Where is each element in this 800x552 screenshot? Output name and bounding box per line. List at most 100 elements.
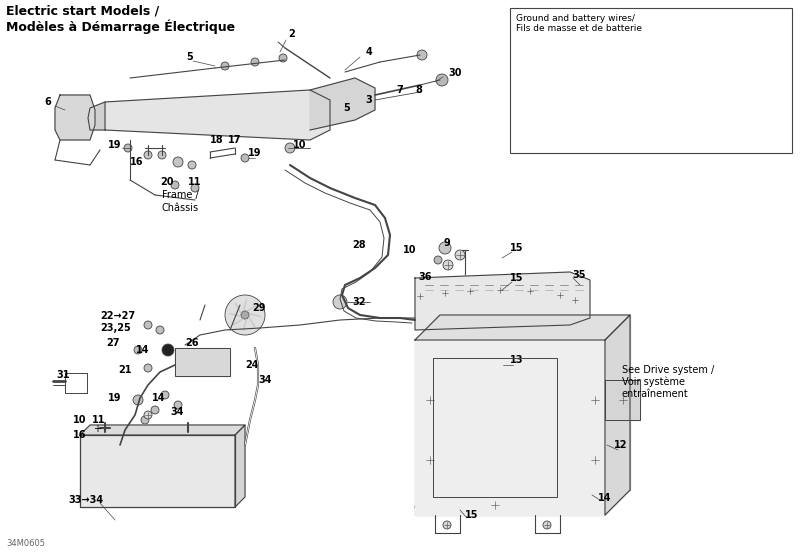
Circle shape: [425, 455, 435, 465]
Text: 13: 13: [510, 355, 523, 365]
Text: 17: 17: [228, 135, 242, 145]
Text: 23,25: 23,25: [100, 323, 130, 333]
Text: 39: 39: [545, 63, 558, 73]
Circle shape: [439, 242, 451, 254]
Text: 24: 24: [245, 360, 258, 370]
Polygon shape: [175, 348, 230, 376]
Circle shape: [417, 50, 427, 60]
Polygon shape: [80, 435, 235, 507]
Text: 30: 30: [448, 68, 462, 78]
Text: 29: 29: [252, 303, 266, 313]
Polygon shape: [249, 314, 261, 316]
Circle shape: [162, 344, 174, 356]
Circle shape: [595, 350, 605, 360]
Circle shape: [618, 395, 628, 405]
Text: 18: 18: [210, 135, 224, 145]
Text: 10: 10: [293, 140, 306, 150]
Text: 15: 15: [510, 243, 523, 253]
Text: +: +: [93, 424, 101, 434]
Text: 34M0605: 34M0605: [6, 539, 45, 548]
Text: 15: 15: [465, 510, 478, 520]
Polygon shape: [243, 319, 246, 331]
Text: 10: 10: [73, 415, 86, 425]
Text: 14: 14: [598, 493, 611, 503]
Polygon shape: [105, 90, 330, 140]
Polygon shape: [235, 425, 245, 507]
Text: 16: 16: [130, 157, 143, 167]
Polygon shape: [88, 102, 105, 130]
Text: 16: 16: [73, 430, 86, 440]
Text: 9: 9: [443, 238, 450, 248]
Text: 33→34: 33→34: [68, 495, 103, 505]
Circle shape: [543, 521, 551, 529]
Circle shape: [590, 455, 600, 465]
Text: 19: 19: [108, 140, 122, 150]
Circle shape: [221, 62, 229, 70]
Circle shape: [285, 143, 295, 153]
Polygon shape: [230, 314, 242, 316]
Circle shape: [455, 250, 465, 260]
Circle shape: [156, 326, 164, 334]
Circle shape: [316, 91, 324, 99]
Text: 5: 5: [343, 103, 350, 113]
Circle shape: [133, 395, 143, 405]
Circle shape: [251, 58, 259, 66]
Text: Châssis: Châssis: [162, 203, 199, 213]
Polygon shape: [249, 316, 255, 327]
Circle shape: [124, 144, 132, 152]
Circle shape: [241, 311, 249, 319]
Circle shape: [306, 106, 314, 114]
Circle shape: [351, 80, 359, 88]
Text: 11: 11: [188, 177, 202, 187]
Circle shape: [144, 321, 152, 329]
Circle shape: [144, 151, 152, 159]
Text: 27: 27: [106, 338, 119, 348]
Text: 40: 40: [615, 51, 629, 61]
Text: 14: 14: [136, 345, 150, 355]
Text: 26: 26: [185, 338, 198, 348]
Polygon shape: [415, 340, 605, 515]
Circle shape: [241, 154, 249, 162]
Text: Ground and battery wires/
Fils de masse et de batterie: Ground and battery wires/ Fils de masse …: [516, 14, 642, 34]
Text: 14: 14: [152, 393, 166, 403]
Polygon shape: [415, 315, 630, 340]
Circle shape: [543, 116, 551, 124]
Circle shape: [141, 416, 149, 424]
Circle shape: [134, 346, 142, 354]
Circle shape: [173, 157, 183, 167]
Circle shape: [174, 401, 182, 409]
Circle shape: [441, 289, 449, 297]
Text: 21: 21: [118, 365, 131, 375]
Polygon shape: [415, 272, 590, 330]
Text: 22→27: 22→27: [100, 311, 135, 321]
Circle shape: [334, 84, 342, 92]
Text: 19: 19: [248, 148, 262, 158]
Text: 2: 2: [288, 29, 294, 39]
Text: 19: 19: [108, 393, 122, 403]
Text: Frame /: Frame /: [162, 190, 198, 200]
Circle shape: [595, 502, 605, 512]
Circle shape: [191, 184, 199, 192]
Circle shape: [171, 181, 179, 189]
Polygon shape: [235, 303, 242, 314]
Circle shape: [144, 364, 152, 372]
Circle shape: [151, 406, 159, 414]
Text: See Drive system /
Voir système
entraînement: See Drive system / Voir système entraîne…: [622, 365, 714, 399]
Circle shape: [466, 287, 474, 295]
Circle shape: [415, 502, 425, 512]
Bar: [510, 8, 792, 153]
Text: 36: 36: [418, 272, 431, 282]
Circle shape: [161, 391, 169, 399]
Text: 11: 11: [92, 415, 106, 425]
Text: 10: 10: [403, 245, 417, 255]
Polygon shape: [243, 299, 246, 311]
Text: 12: 12: [614, 440, 627, 450]
Text: 20: 20: [160, 177, 174, 187]
Text: 34: 34: [258, 375, 271, 385]
Polygon shape: [605, 380, 640, 420]
Polygon shape: [233, 319, 243, 325]
Polygon shape: [80, 425, 245, 435]
Circle shape: [434, 256, 442, 264]
Circle shape: [496, 286, 504, 294]
Text: 40: 40: [768, 73, 782, 83]
